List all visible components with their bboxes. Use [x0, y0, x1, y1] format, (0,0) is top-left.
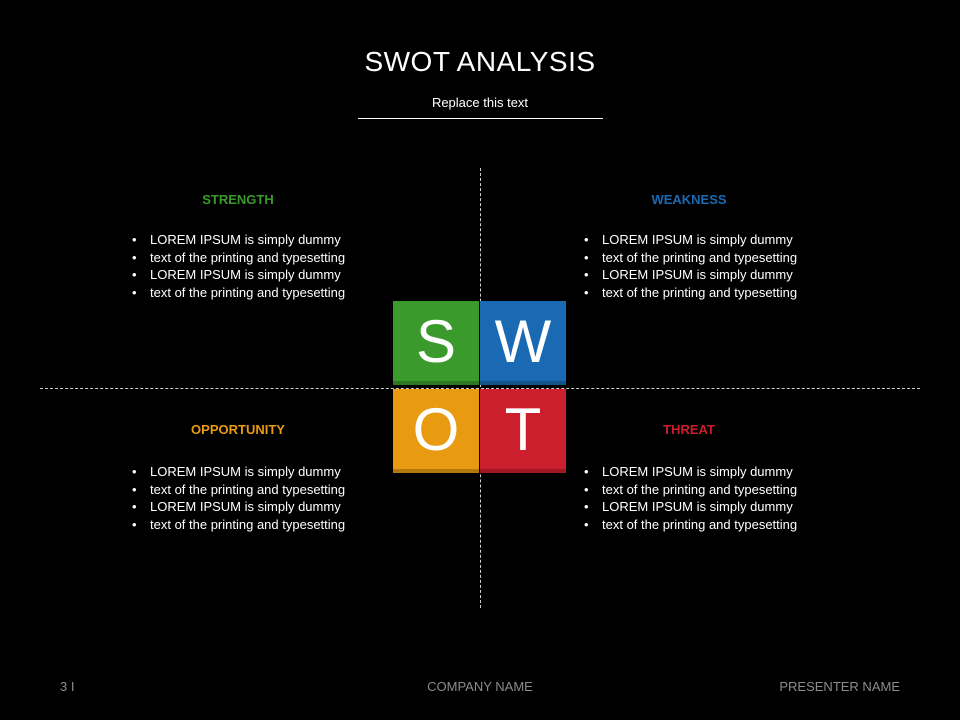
slide-subtitle: Replace this text: [431, 95, 529, 110]
list-item: text of the printing and typesetting: [132, 481, 372, 499]
footer-company-name: COMPANY NAME: [427, 679, 533, 694]
list-item: LOREM IPSUM is simply dummy: [584, 498, 824, 516]
list-item: text of the printing and typesetting: [584, 249, 824, 267]
slide-title: SWOT ANALYSIS: [364, 46, 596, 77]
opportunity-letter: O: [412, 396, 460, 463]
list-item: LOREM IPSUM is simply dummy: [584, 231, 824, 249]
weakness-heading: WEAKNESS: [651, 192, 727, 207]
opportunity-list: LOREM IPSUM is simply dummy text of the …: [132, 463, 372, 533]
title-underline: [358, 118, 603, 119]
list-item: LOREM IPSUM is simply dummy: [584, 266, 824, 284]
opportunity-tile: O: [393, 389, 479, 473]
list-item: text of the printing and typesetting: [132, 249, 372, 267]
weakness-tile: W: [480, 301, 566, 385]
strength-heading: STRENGTH: [202, 192, 274, 207]
list-item: LOREM IPSUM is simply dummy: [132, 231, 372, 249]
threat-heading: THREAT: [663, 422, 715, 437]
opportunity-heading: OPPORTUNITY: [191, 422, 285, 437]
list-item: text of the printing and typesetting: [584, 284, 824, 302]
weakness-list: LOREM IPSUM is simply dummy text of the …: [584, 231, 824, 301]
threat-list: LOREM IPSUM is simply dummy text of the …: [584, 463, 824, 533]
footer-presenter-name: PRESENTER NAME: [779, 679, 900, 694]
horizontal-divider: [40, 388, 920, 389]
list-item: text of the printing and typesetting: [584, 481, 824, 499]
threat-letter: T: [504, 396, 542, 463]
list-item: LOREM IPSUM is simply dummy: [132, 498, 372, 516]
list-item: LOREM IPSUM is simply dummy: [132, 266, 372, 284]
list-item: text of the printing and typesetting: [584, 516, 824, 534]
swot-tile-grid: S W O T: [393, 301, 567, 474]
strength-tile: S: [393, 301, 479, 385]
strength-list: LOREM IPSUM is simply dummy text of the …: [132, 231, 372, 301]
list-item: text of the printing and typesetting: [132, 284, 372, 302]
strength-letter: S: [415, 308, 457, 375]
list-item: LOREM IPSUM is simply dummy: [584, 463, 824, 481]
list-item: LOREM IPSUM is simply dummy: [132, 463, 372, 481]
page-number: 3 I: [60, 679, 75, 694]
weakness-letter: W: [494, 308, 552, 375]
threat-tile: T: [480, 389, 566, 473]
list-item: text of the printing and typesetting: [132, 516, 372, 534]
